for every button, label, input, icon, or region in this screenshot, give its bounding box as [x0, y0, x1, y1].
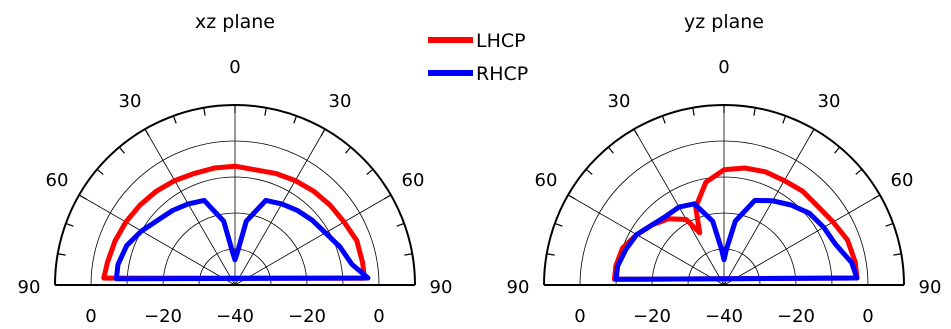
angle-tick-mark [567, 194, 576, 200]
angular-grid-spoke [234, 194, 392, 286]
radial-tick-label: −20 [777, 306, 815, 327]
radial-tick-label: −20 [633, 306, 671, 327]
xz-plane-panel: xz plane 0 30 30 60 60 90 90 0 −20 −40 −20 0 [18, 11, 453, 327]
angle-tick-mark [396, 222, 405, 227]
angle-tick-mark [782, 115, 787, 124]
angle-tick-mark [345, 146, 352, 154]
angle-tick-mark [872, 194, 881, 200]
angle-tick-label: 0 [718, 57, 729, 78]
angular-grid-spoke [567, 194, 725, 286]
angle-tick-mark [96, 168, 104, 175]
angle-tick-mark [753, 107, 756, 116]
angle-tick-mark [144, 128, 150, 137]
angle-tick-mark [57, 253, 66, 256]
angle-tick-mark [661, 115, 666, 124]
angle-tick-mark [834, 146, 841, 154]
legend-item-rhcp: RHCP [428, 63, 528, 85]
angle-tick-label: 90 [919, 277, 942, 298]
angle-tick-mark [320, 128, 326, 137]
angle-tick-mark [264, 107, 267, 116]
legend-label-lhcp: LHCP [476, 30, 526, 52]
angle-tick-mark [585, 168, 593, 175]
angle-tick-mark [172, 115, 177, 124]
angle-tick-mark [383, 194, 392, 200]
angle-tick-label: 60 [402, 170, 425, 191]
angle-tick-mark [809, 128, 815, 137]
angle-tick-label: 30 [608, 91, 631, 112]
angle-tick-label: 90 [507, 277, 530, 298]
radial-tick-label: −40 [705, 306, 743, 327]
series-lhcp-curve [101, 163, 367, 281]
angle-tick-label: 90 [18, 277, 41, 298]
legend: LHCP RHCP [428, 30, 528, 85]
angle-tick-mark [366, 168, 374, 175]
angle-tick-mark [293, 115, 298, 124]
legend-item-lhcp: LHCP [428, 30, 526, 52]
radial-tick-label: 0 [574, 306, 585, 327]
angle-tick-label: 90 [430, 277, 453, 298]
radial-tick-label: −20 [288, 306, 326, 327]
angle-tick-mark [893, 253, 902, 256]
angle-tick-mark [203, 107, 206, 116]
angle-tick-mark [404, 253, 413, 256]
angular-grid-spoke [723, 128, 815, 286]
radial-tick-label: 0 [373, 306, 384, 327]
angle-tick-label: 60 [535, 170, 558, 191]
angle-tick-label: 0 [229, 57, 240, 78]
legend-label-rhcp: RHCP [476, 63, 528, 85]
angular-grid-spoke [723, 194, 881, 286]
angle-tick-mark [633, 128, 639, 137]
angle-tick-label: 60 [891, 170, 914, 191]
angular-grid-spoke [78, 194, 236, 286]
yz-plane-panel: yz plane 0 30 30 60 60 90 90 0 −20 −40 −20 0 [507, 11, 942, 327]
angle-tick-label: 30 [329, 91, 352, 112]
angle-tick-label: 30 [119, 91, 142, 112]
angle-tick-label: 30 [818, 91, 841, 112]
radial-tick-label: 0 [862, 306, 873, 327]
angle-tick-mark [692, 107, 695, 116]
angle-tick-mark [855, 168, 863, 175]
angle-tick-mark [118, 146, 125, 154]
radial-tick-label: 0 [85, 306, 96, 327]
xz-plane-title: xz plane [195, 11, 275, 33]
radial-tick-label: −40 [216, 306, 254, 327]
angular-grid-spoke [144, 128, 236, 286]
angle-tick-mark [607, 146, 614, 154]
angle-tick-mark [554, 222, 563, 227]
angle-tick-mark [78, 194, 87, 200]
angular-grid-spoke [234, 128, 326, 286]
series-rhcp-curve [113, 197, 371, 282]
angle-tick-mark [546, 253, 555, 256]
yz-plane-title: yz plane [684, 11, 764, 33]
series-rhcp-curve [613, 197, 860, 282]
radial-tick-label: −20 [144, 306, 182, 327]
angle-tick-label: 60 [46, 170, 69, 191]
angle-tick-mark [885, 222, 894, 227]
angle-tick-mark [65, 222, 74, 227]
